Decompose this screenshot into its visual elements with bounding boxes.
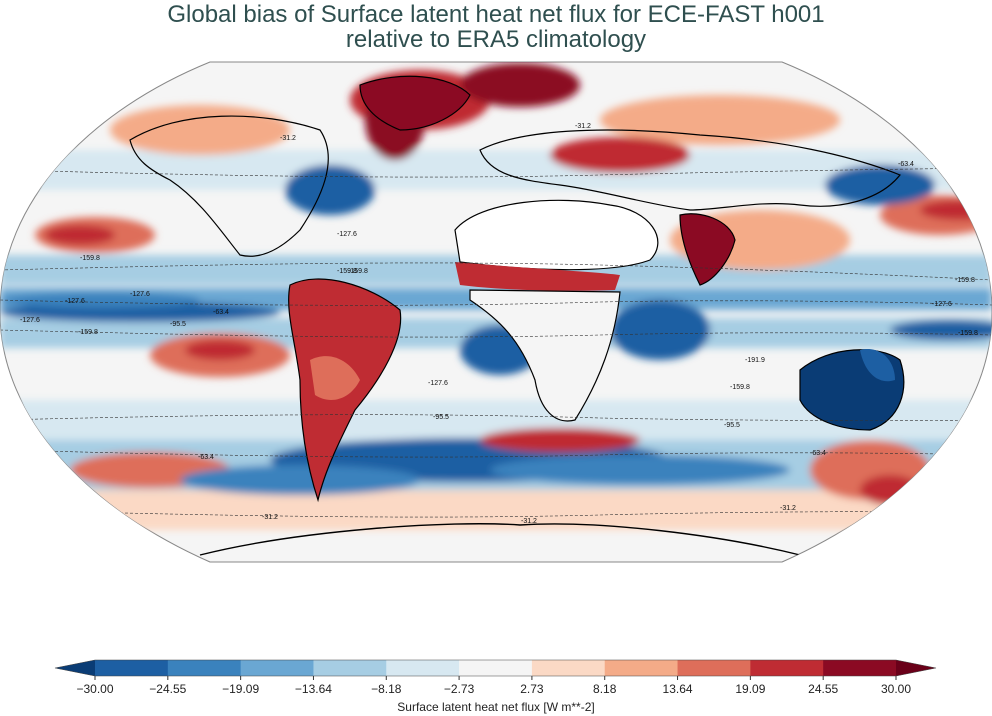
- contour-label: -159.8: [955, 277, 975, 284]
- colorbar-tick-label: −13.64: [295, 682, 332, 696]
- colorbar-swatch: [167, 660, 242, 676]
- colorbar-tick-label: 19.09: [735, 682, 765, 696]
- contour-label: -95.5: [170, 321, 186, 328]
- colorbar-tick-label: −24.55: [149, 682, 186, 696]
- colorbar-swatch: [750, 660, 824, 676]
- contour-label: -127.6: [932, 301, 952, 308]
- contour-label: -159.8: [337, 268, 357, 275]
- colorbar-swatch: [823, 660, 897, 676]
- colorbar-extend-high: [896, 660, 936, 676]
- colorbar-tick-label: −19.09: [222, 682, 259, 696]
- contour-label-group: -31.2 -31.2 -127.6 -159.8 -127.6 -127.6 …: [20, 123, 978, 525]
- contour-label: -31.2: [280, 135, 296, 142]
- colorbar-swatch: [386, 660, 460, 676]
- contour-label: -159.8: [348, 268, 368, 275]
- contour-label: -31.2: [521, 518, 537, 525]
- colorbar-extend-low: [55, 660, 95, 676]
- contour-label: -127.6: [428, 380, 448, 387]
- contour-label: -31.2: [262, 514, 278, 521]
- colorbar: −30.00 −24.55 −19.09 −13.64 −8.18 −2.73 2.73 8.…: [54, 659, 937, 696]
- contour-label: -31.2: [780, 505, 796, 512]
- colorbar-tick-label: 2.73: [520, 682, 544, 696]
- land-masses: [129, 75, 905, 556]
- colorbar-swatch: [95, 660, 169, 676]
- contour-label: -95.5: [724, 422, 740, 429]
- colorbar-swatch: [677, 660, 751, 676]
- colorbar-label: Surface latent heat net flux [W m**-2]: [397, 700, 594, 714]
- colorbar-swatch: [459, 660, 533, 676]
- contour-label: -159.8: [78, 329, 98, 336]
- contour-label: -63.4: [198, 454, 214, 461]
- colorbar-tick-label: 8.18: [593, 682, 617, 696]
- colorbar-tick-label: −8.18: [371, 682, 402, 696]
- contour-label: -127.6: [130, 291, 150, 298]
- colorbar-tick-label: 30.00: [881, 682, 911, 696]
- colorbar-swatch: [240, 660, 314, 676]
- contour-label: -191.9: [745, 357, 765, 364]
- colorbar-tick-label: 13.64: [663, 682, 693, 696]
- map-title-line-1: Global bias of Surface latent heat net f…: [167, 1, 825, 28]
- colorbar-swatch: [604, 660, 679, 676]
- colorbar-tick-label: 24.55: [808, 682, 838, 696]
- colorbar-tick-label: −30.00: [76, 682, 113, 696]
- colorbar-swatch: [531, 660, 606, 676]
- contour-label: -31.2: [575, 123, 591, 130]
- contour-label: -127.6: [337, 231, 357, 238]
- map-title-line-2: relative to ERA5 climatology: [345, 26, 647, 53]
- colorbar-tick-label: −2.73: [444, 682, 475, 696]
- contour-label: -127.6: [65, 298, 85, 305]
- contour-label: -127.6: [20, 317, 40, 324]
- contour-label: -95.5: [433, 414, 449, 421]
- contour-label: -159.8: [730, 384, 750, 391]
- contour-label: -63.4: [898, 161, 914, 168]
- contour-label: -63.4: [213, 309, 229, 316]
- contour-label: -63.4: [810, 450, 826, 457]
- contour-label: -159.8: [80, 255, 100, 262]
- contour-label: -159.8: [958, 330, 978, 337]
- colorbar-swatch: [313, 660, 387, 676]
